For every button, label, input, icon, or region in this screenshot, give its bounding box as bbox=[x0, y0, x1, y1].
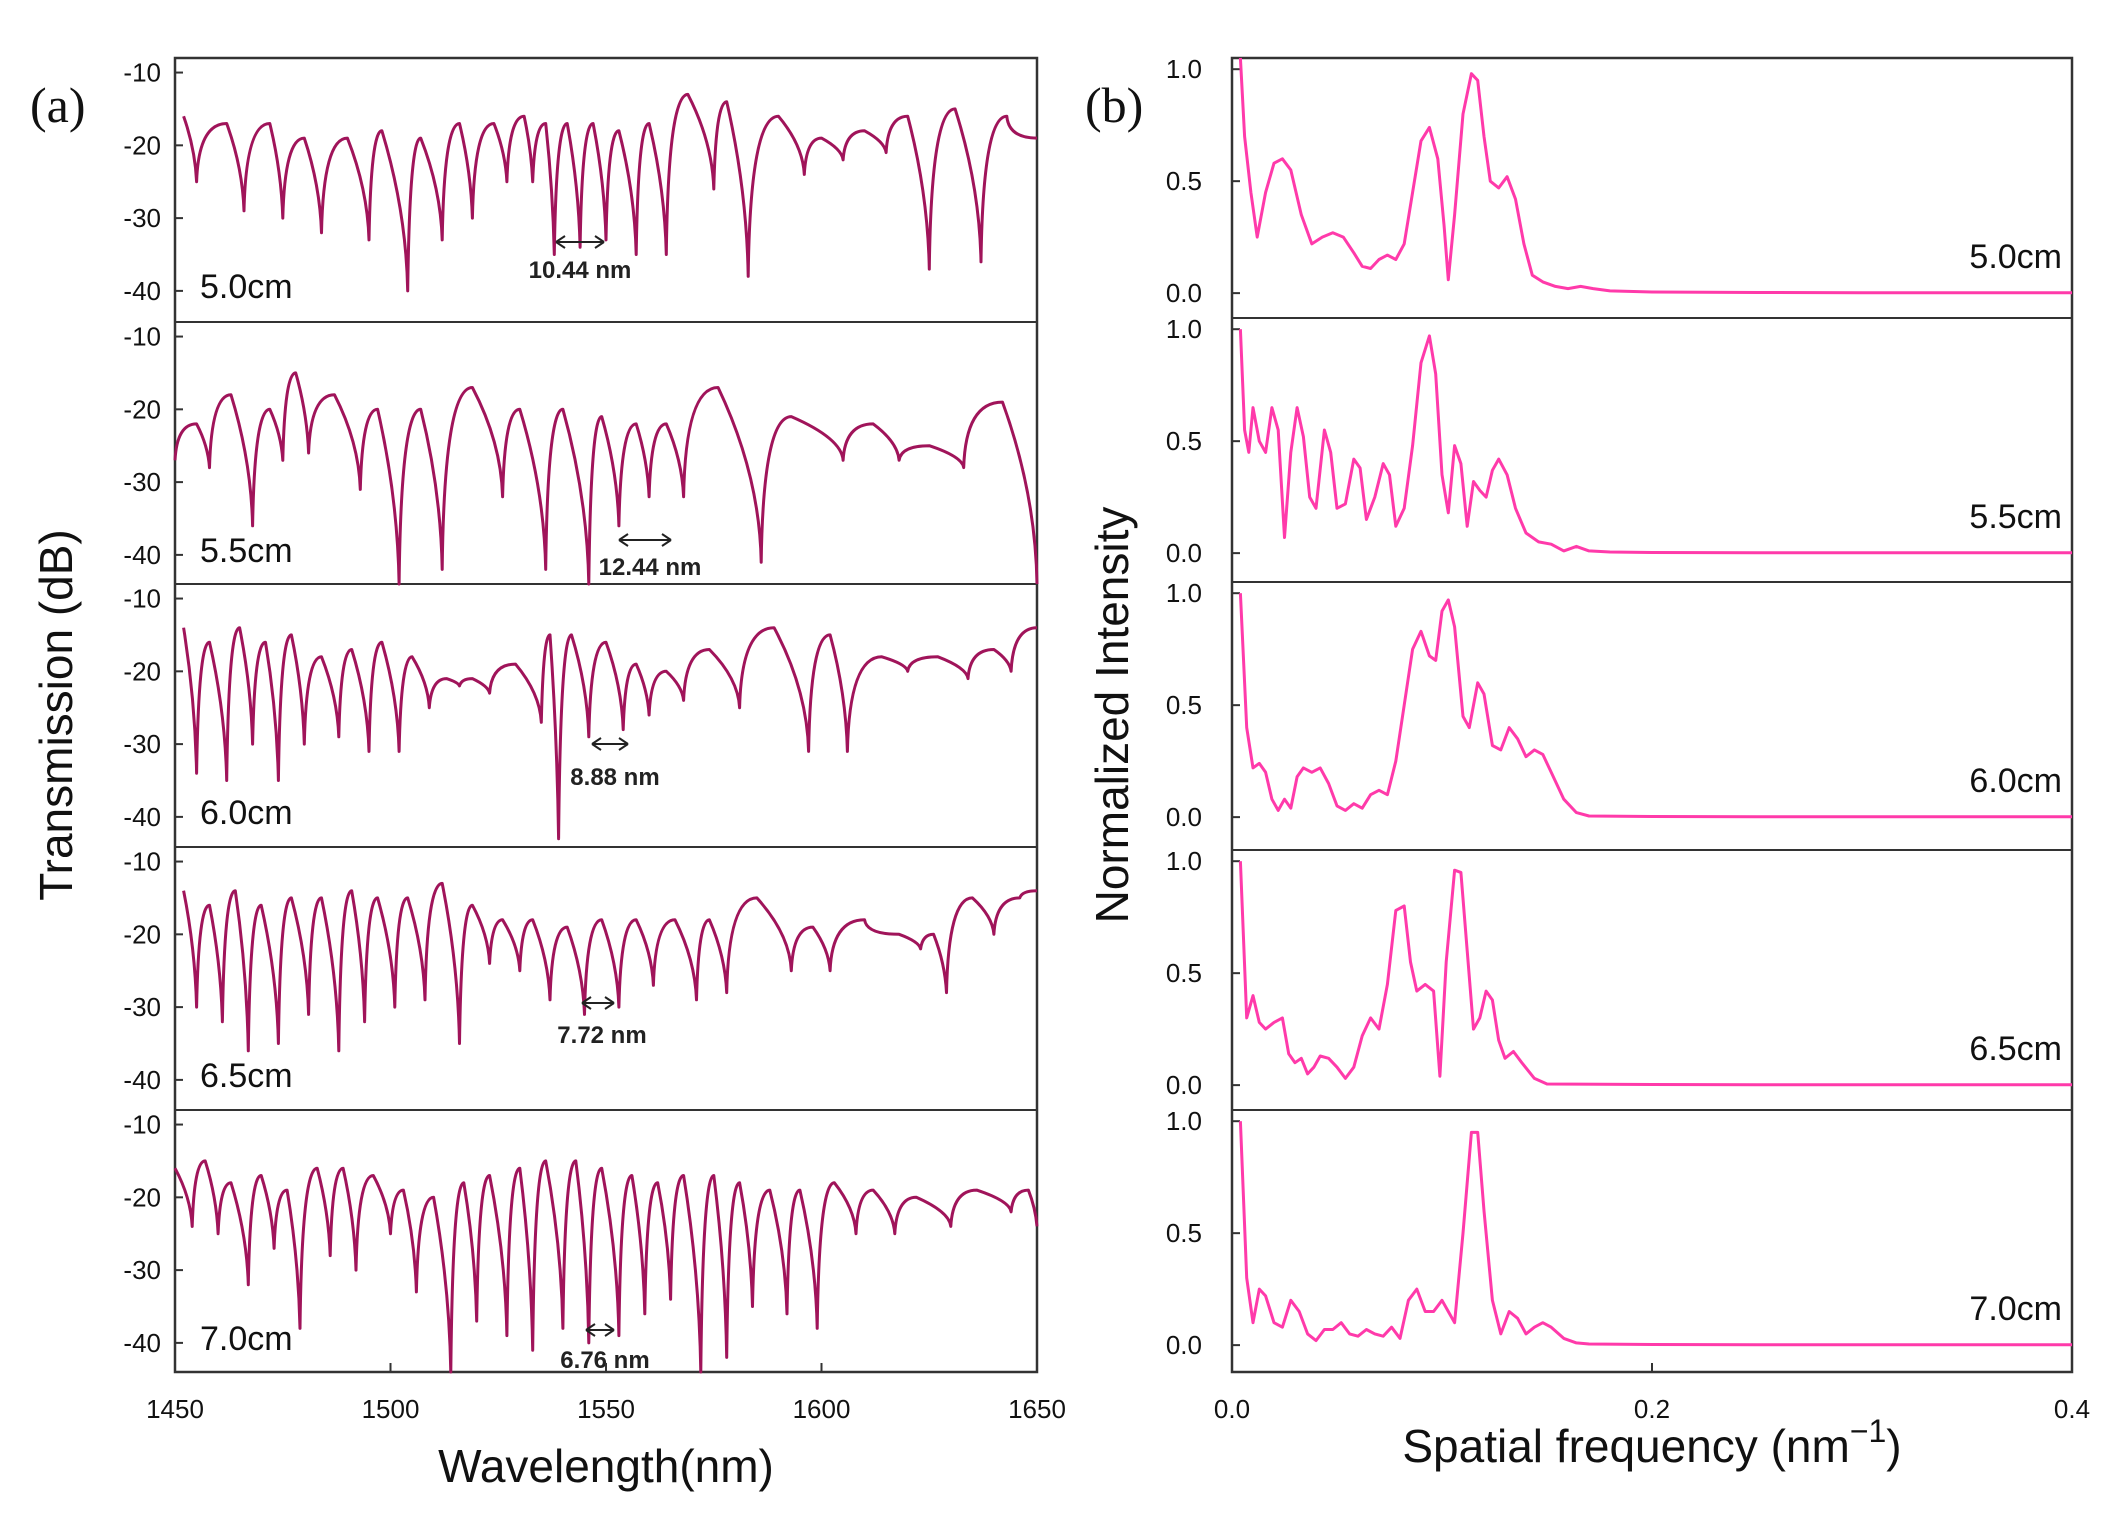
x-tick-label: 1450 bbox=[146, 1394, 204, 1424]
y-tick-label: 1.0 bbox=[1166, 846, 1202, 876]
sample-length-label: 5.0cm bbox=[1969, 238, 2062, 276]
fsr-annotation-label: 7.72 nm bbox=[557, 1022, 646, 1049]
y-tick-label: 0.5 bbox=[1166, 958, 1202, 988]
x-axis-title-suffix: ) bbox=[1886, 1420, 1901, 1472]
transmission-trace bbox=[173, 1159, 1039, 1374]
panel-label-b: (b) bbox=[1085, 77, 1143, 133]
panel-b-subplot-5-5cm: 0.0 0.5 1.0 5.5cm bbox=[1166, 314, 2072, 568]
sample-length-label: 6.0cm bbox=[1969, 762, 2062, 800]
spectrum-trace bbox=[1238, 1121, 2072, 1347]
y-tick-label: -40 bbox=[123, 802, 161, 832]
y-tick-label: 0.5 bbox=[1166, 166, 1202, 196]
transmission-trace bbox=[173, 371, 1039, 586]
y-tick-label: 1.0 bbox=[1166, 578, 1202, 608]
panel-b-subplot-5-0cm: 0.0 0.5 1.0 5.0cm bbox=[1166, 54, 2072, 308]
y-tick-label: 0.5 bbox=[1166, 1218, 1202, 1248]
y-tick-label: -30 bbox=[123, 729, 161, 759]
y-tick-label: -10 bbox=[123, 322, 161, 352]
double-arrow-heads bbox=[555, 235, 605, 249]
panel-label-a: (a) bbox=[30, 77, 86, 133]
y-tick-label: -30 bbox=[123, 1255, 161, 1285]
y-tick-label: -30 bbox=[123, 992, 161, 1022]
y-tick-label: -10 bbox=[123, 584, 161, 614]
x-axis-title-main: Spatial frequency (nm bbox=[1402, 1420, 1849, 1472]
sample-length-label: 7.0cm bbox=[200, 1320, 293, 1358]
y-tick-label: -10 bbox=[123, 847, 161, 877]
panel-b-frame bbox=[1230, 56, 2074, 1374]
panel-a-subplot-6-5cm: -10 -20 -30 -40 6.5cm 7.72 nm bbox=[123, 847, 1038, 1095]
x-tick-label: 1550 bbox=[577, 1394, 635, 1424]
y-axis-title: Normalized Intensity bbox=[1086, 507, 1138, 924]
x-axis-title: Spatial frequency (nm−1) bbox=[1402, 1413, 1901, 1472]
y-tick-label: -40 bbox=[123, 1328, 161, 1358]
y-tick-label: -10 bbox=[123, 58, 161, 88]
y-tick-label: 0.0 bbox=[1166, 802, 1202, 832]
panel-a-subplot-5-0cm: -10 -20 -30 -40 5.0cm 10.44 nm bbox=[123, 58, 1038, 306]
y-tick-label: -20 bbox=[123, 656, 161, 686]
y-tick-label: 0.0 bbox=[1166, 1070, 1202, 1100]
x-tick-label: 0.4 bbox=[2054, 1394, 2090, 1424]
y-tick-label: 0.0 bbox=[1166, 538, 1202, 568]
y-tick-label: 0.5 bbox=[1166, 690, 1202, 720]
y-tick-label: -40 bbox=[123, 1065, 161, 1095]
fsr-annotation: 10.44 nm bbox=[529, 235, 632, 284]
x-tick-label: 1600 bbox=[793, 1394, 851, 1424]
y-tick-label: -20 bbox=[123, 1182, 161, 1212]
x-axis-title: Wavelength(nm) bbox=[438, 1440, 774, 1492]
double-arrow-heads bbox=[618, 533, 672, 547]
sample-length-label: 5.5cm bbox=[1969, 498, 2062, 536]
y-tick-label: -20 bbox=[123, 130, 161, 160]
sample-length-label: 6.0cm bbox=[200, 794, 293, 832]
y-tick-label: 1.0 bbox=[1166, 314, 1202, 344]
panel-b-subplot-6-5cm: 0.0 0.5 1.0 6.5cm bbox=[1166, 846, 2072, 1100]
y-tick-label: 1.0 bbox=[1166, 54, 1202, 84]
fsr-annotation-label: 12.44 nm bbox=[599, 554, 702, 581]
panel-b-subplot-6-0cm: 0.0 0.5 1.0 6.0cm bbox=[1166, 578, 2072, 832]
double-arrow-heads bbox=[581, 996, 615, 1010]
spectrum-trace bbox=[1238, 861, 2072, 1087]
x-tick-label: 1650 bbox=[1008, 1394, 1066, 1424]
x-tick-label: 0.2 bbox=[1634, 1394, 1670, 1424]
fsr-annotation-label: 10.44 nm bbox=[529, 257, 632, 284]
panel-a-subplot-5-5cm: -10 -20 -30 -40 5.5cm 12.44 nm bbox=[123, 322, 1039, 586]
y-tick-label: 0.5 bbox=[1166, 426, 1202, 456]
fsr-annotation: 12.44 nm bbox=[599, 533, 702, 581]
sample-length-label: 5.0cm bbox=[200, 268, 293, 306]
panel-b-subplot-7-0cm: 0.0 0.5 1.0 7.0cm bbox=[1166, 1106, 2072, 1360]
sample-length-label: 7.0cm bbox=[1969, 1290, 2062, 1328]
fsr-annotation-label: 8.88 nm bbox=[570, 764, 659, 791]
y-tick-label: -40 bbox=[123, 276, 161, 306]
spectrum-trace bbox=[1238, 329, 2072, 555]
y-tick-label: 0.0 bbox=[1166, 1330, 1202, 1360]
y-tick-label: -20 bbox=[123, 919, 161, 949]
y-axis-title: Transmission (dB) bbox=[30, 529, 82, 900]
x-tick-label: 0.0 bbox=[1214, 1394, 1250, 1424]
spectrum-trace bbox=[1238, 57, 2072, 295]
sample-length-label: 6.5cm bbox=[1969, 1030, 2062, 1068]
fsr-annotation: 8.88 nm bbox=[570, 737, 660, 791]
sample-length-label: 6.5cm bbox=[200, 1057, 293, 1095]
y-tick-label: -10 bbox=[123, 1110, 161, 1140]
y-tick-label: -30 bbox=[123, 467, 161, 497]
y-tick-label: 1.0 bbox=[1166, 1106, 1202, 1136]
y-tick-label: 0.0 bbox=[1166, 278, 1202, 308]
transmission-trace bbox=[182, 881, 1038, 1053]
x-tick-label: 1500 bbox=[362, 1394, 420, 1424]
x-axis-title-superscript: −1 bbox=[1850, 1413, 1886, 1449]
double-arrow-heads bbox=[591, 737, 629, 751]
fsr-annotation: 7.72 nm bbox=[557, 996, 647, 1049]
y-tick-label: -20 bbox=[123, 394, 161, 424]
spectrum-trace bbox=[1238, 593, 2072, 819]
sample-length-label: 5.5cm bbox=[200, 532, 293, 570]
double-arrow-heads bbox=[585, 1323, 615, 1337]
y-tick-label: -40 bbox=[123, 540, 161, 570]
transmission-trace bbox=[182, 626, 1038, 841]
y-tick-label: -30 bbox=[123, 203, 161, 233]
panel-a-subplot-6-0cm: -10 -20 -30 -40 6.0cm 8.88 nm bbox=[123, 584, 1038, 841]
